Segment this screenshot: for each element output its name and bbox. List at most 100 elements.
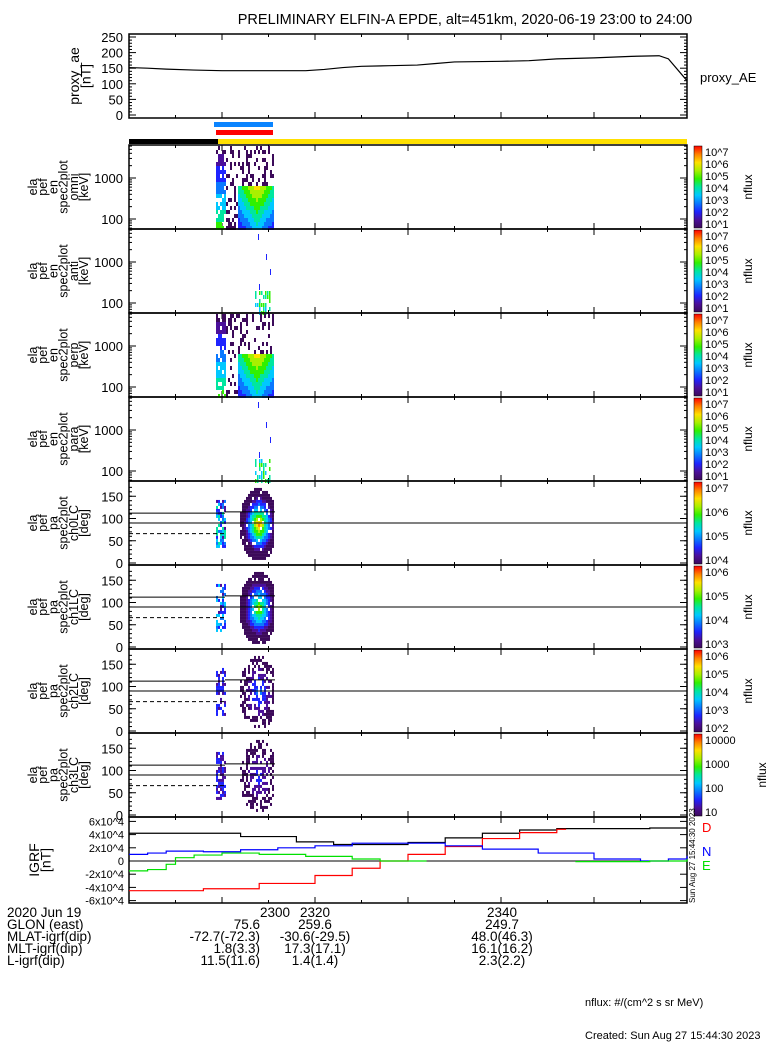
spectrogram-cell xyxy=(234,382,236,386)
spectrogram-cell xyxy=(236,390,238,394)
spectrogram-cell xyxy=(216,514,218,518)
spectrogram-cell xyxy=(252,394,254,398)
spectrogram-cell xyxy=(244,616,246,620)
spectrogram-cell xyxy=(254,715,256,719)
spectrogram-cell xyxy=(230,182,232,186)
spectrogram-cell xyxy=(268,634,270,638)
orbit-row-value: 2340 xyxy=(486,905,518,920)
spectrogram-cell xyxy=(260,198,262,202)
spectrogram-cell xyxy=(258,709,260,713)
spectrogram-cell xyxy=(254,598,256,602)
spectrogram-cell xyxy=(238,358,240,362)
spectrogram-cell xyxy=(242,362,244,366)
colorbar-tick-label: 10^7 xyxy=(705,147,729,159)
spectrogram-cell xyxy=(266,607,268,611)
spectrogram-cell xyxy=(258,619,260,623)
spectrogram-cell xyxy=(252,523,254,527)
spectrogram-cell xyxy=(220,378,222,382)
colorbar-tick-label: 10^3 xyxy=(705,363,729,375)
spectrogram-cell xyxy=(272,214,274,218)
spectrogram-cell xyxy=(254,724,256,728)
spectrogram-cell xyxy=(272,616,274,620)
spectrogram-cell xyxy=(220,538,222,542)
spectrogram-cell xyxy=(250,625,252,629)
spectrogram-cell xyxy=(260,378,262,382)
colorbar-tick-label: 10^3 xyxy=(705,639,729,651)
spectrogram-cell xyxy=(216,386,218,390)
spectrogram-cell xyxy=(260,487,262,491)
spectrogram-cell xyxy=(268,378,270,382)
spectrogram-cell xyxy=(254,574,256,578)
spectrogram-cell xyxy=(268,222,270,226)
spectrogram-cell xyxy=(256,640,258,644)
spectrogram-cell xyxy=(258,745,260,749)
spectrogram-cell xyxy=(250,619,252,623)
spectrogram-cell xyxy=(266,619,268,623)
spectrogram-cell xyxy=(240,166,242,170)
spectrogram-cell xyxy=(264,781,266,785)
spectrogram-cell xyxy=(242,592,244,596)
spectrogram-cell xyxy=(242,338,244,342)
spectrogram-cell xyxy=(258,658,260,662)
spectrogram-cell xyxy=(240,198,242,202)
spectrogram-cell xyxy=(254,502,256,506)
spectrogram-cell xyxy=(222,787,224,791)
ylabel-line: spec2plot xyxy=(57,496,71,550)
spectrogram-cell xyxy=(256,583,258,587)
spectrogram-cell xyxy=(252,174,254,178)
spectrogram-cell xyxy=(220,186,222,190)
spectrogram-cell xyxy=(244,682,246,686)
spectrogram-cell xyxy=(272,757,274,761)
spectrogram-cell xyxy=(224,529,226,533)
spectrogram-cell xyxy=(218,502,220,506)
spectrogram-cell xyxy=(230,318,232,322)
spectrogram-cell xyxy=(216,796,218,800)
spectrogram-cell xyxy=(256,374,258,378)
spectrogram-cell xyxy=(262,490,264,494)
spectrogram-cell xyxy=(264,496,266,500)
spectrogram-cell xyxy=(272,318,274,322)
spectrogram-cell xyxy=(242,760,244,764)
spectrogram-cell xyxy=(266,598,268,602)
spectrogram-cell xyxy=(268,526,270,530)
spectrogram-cell xyxy=(264,514,266,518)
spectrogram-cell xyxy=(272,502,274,506)
orbit-row-label: L-igrf(dip) xyxy=(7,953,65,968)
spectrogram-cell xyxy=(260,532,262,536)
spectrogram-cell xyxy=(254,150,256,154)
spectrogram-cell xyxy=(252,529,254,533)
spectrogram-cell xyxy=(218,682,220,686)
spectrogram-cell xyxy=(258,529,260,533)
spectrogram-cell xyxy=(266,550,268,554)
spectrogram-cell xyxy=(222,166,224,170)
spectrogram-cell xyxy=(272,202,274,206)
spectrogram-cell xyxy=(216,342,218,346)
spectrogram-cell xyxy=(260,625,262,629)
spectrogram-cell xyxy=(248,754,250,758)
spectrogram-cell xyxy=(250,378,252,382)
spectrogram-cell xyxy=(254,366,256,370)
spectrogram-cell xyxy=(260,676,262,680)
spectrogram-cell xyxy=(258,226,260,230)
spectrogram-cell xyxy=(216,166,218,170)
spectrogram-cell xyxy=(268,595,270,599)
spectrogram-cell xyxy=(254,637,256,641)
spectrogram-cell xyxy=(244,382,246,386)
spectrogram-cell xyxy=(216,354,218,358)
spectrogram-cell xyxy=(252,386,254,390)
spectrogram-cell xyxy=(260,210,262,214)
spectrogram-cell xyxy=(222,362,224,366)
spectrogram-cell xyxy=(256,619,258,623)
igrf-line-d xyxy=(129,828,567,892)
spectrogram-cell xyxy=(268,218,270,222)
colorbar-tick-label: 10^4 xyxy=(705,183,729,195)
spectrogram-cell xyxy=(270,625,272,629)
spectrogram-cell xyxy=(242,222,244,226)
spectrogram-cell xyxy=(266,386,268,390)
spectrogram-cell xyxy=(224,326,226,330)
spectrogram-cell xyxy=(262,394,264,398)
spectrogram-cell xyxy=(242,210,244,214)
spectrogram-cell xyxy=(244,202,246,206)
spectrogram-cell xyxy=(256,508,258,512)
spectrogram-cell xyxy=(264,574,266,578)
